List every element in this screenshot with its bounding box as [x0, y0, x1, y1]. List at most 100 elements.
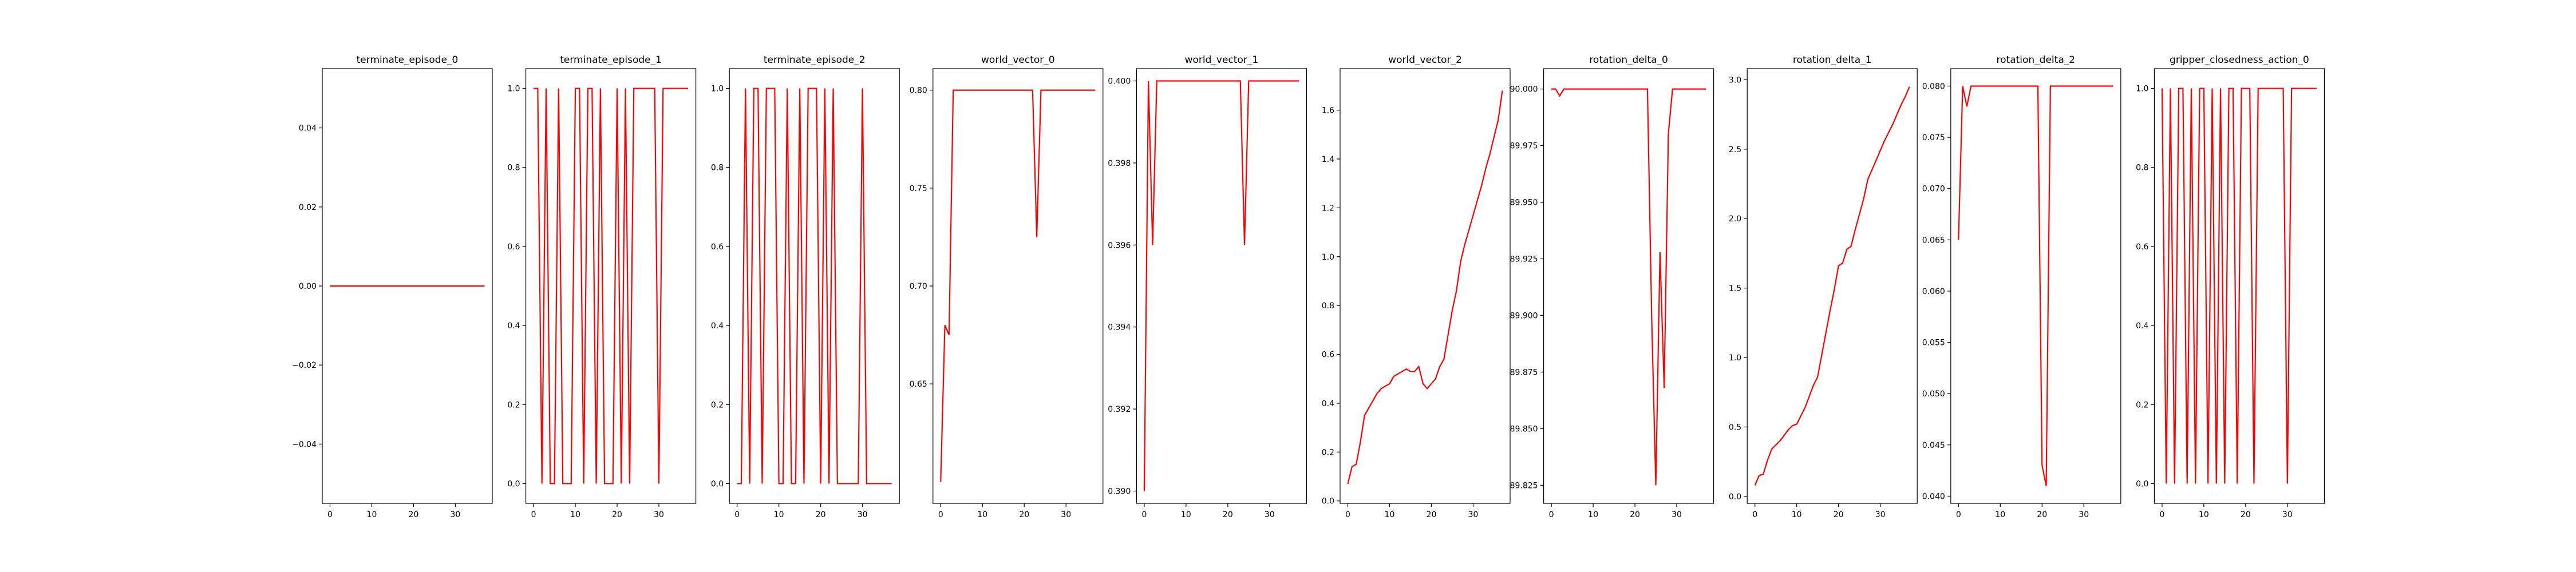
x-tick-label: 10	[367, 510, 377, 519]
x-tick-label: 0	[734, 510, 740, 519]
y-tick-label: 89.925	[1510, 255, 1538, 264]
subplot-title: rotation_delta_0	[1589, 54, 1668, 66]
x-tick-label: 20	[2241, 510, 2251, 519]
axes-frame	[1136, 68, 1307, 504]
x-tick-label: 30	[2282, 510, 2293, 519]
y-tick-label: 0.4	[711, 321, 724, 331]
y-tick-label: 0.80	[910, 86, 927, 96]
axes-frame	[933, 68, 1104, 504]
series-line	[1347, 90, 1503, 484]
x-tick-label: 20	[1834, 510, 1844, 519]
x-tick-label: 0	[2159, 510, 2164, 519]
y-tick-label: 0.4	[2136, 321, 2148, 331]
x-tick-label: 30	[1265, 510, 1275, 519]
y-tick-label: 1.6	[1322, 106, 1334, 116]
subplot-title: terminate_episode_2	[764, 54, 866, 66]
y-tick-label: 1.2	[1322, 204, 1334, 213]
x-tick-label: 10	[570, 510, 580, 519]
axes-frame	[1340, 68, 1511, 504]
x-tick-label: 30	[858, 510, 868, 519]
x-tick-label: 30	[451, 510, 461, 519]
y-tick-label: 0.2	[1322, 448, 1334, 457]
x-tick-label: 0	[938, 510, 943, 519]
x-tick-label: 20	[612, 510, 622, 519]
y-tick-label: 0.396	[1108, 241, 1131, 250]
x-tick-label: 30	[1672, 510, 1682, 519]
subplot-terminate_episode_2: terminate_episode_2 0 10 20 30 0.0 0.2 0.4 0.6 0.…	[711, 54, 900, 519]
axes-frame	[322, 68, 493, 504]
subplot-world_vector_2: world_vector_2 0 10 20 30 0.0 0.2 0.4 0.6 0.8 1.0 1…	[1322, 54, 1511, 519]
subplot-title: rotation_delta_1	[1793, 54, 1872, 66]
x-tick-label: 0	[1752, 510, 1757, 519]
y-tick-label: 1.0	[1729, 353, 1741, 363]
y-tick-label: 0.70	[910, 282, 927, 291]
x-tick-label: 0	[327, 510, 333, 519]
x-tick-label: 20	[409, 510, 419, 519]
y-tick-label: 0.4	[1322, 399, 1334, 408]
series-line	[940, 89, 1096, 482]
y-tick-label: −0.04	[292, 440, 317, 449]
subplot-rotation_delta_0: rotation_delta_0 0 10 20 30 89.825 89.850 89.87…	[1510, 54, 1714, 519]
x-tick-label: 0	[1141, 510, 1147, 519]
y-tick-label: 89.825	[1510, 481, 1538, 490]
y-tick-label: 0.8	[1322, 301, 1334, 311]
subplot-title: world_vector_0	[981, 54, 1055, 66]
x-tick-label: 30	[654, 510, 664, 519]
y-tick-label: −0.02	[292, 361, 317, 370]
x-tick-label: 10	[1995, 510, 2005, 519]
subplot-rotation_delta_1: rotation_delta_1 0 10 20 30 0.0 0.5 1.0 1.5 2.0 2.…	[1729, 54, 1918, 519]
y-tick-label: 0.5	[1729, 423, 1741, 432]
y-tick-label: 0.0	[1322, 497, 1334, 506]
y-tick-label: 0.00	[299, 282, 317, 291]
y-tick-label: 0.8	[2136, 164, 2148, 173]
series-line	[2161, 88, 2317, 484]
x-tick-label: 10	[977, 510, 987, 519]
y-tick-label: 0.040	[1922, 492, 1945, 501]
y-tick-label: 89.900	[1510, 311, 1538, 320]
x-tick-label: 20	[816, 510, 826, 519]
y-tick-label: 1.5	[1729, 284, 1741, 293]
y-tick-label: 0.055	[1922, 339, 1945, 348]
subplot-title: rotation_delta_2	[1997, 54, 2076, 66]
x-tick-label: 30	[1875, 510, 1886, 519]
y-tick-label: 1.0	[1322, 253, 1334, 262]
y-tick-label: 89.975	[1510, 142, 1538, 151]
subplot-gripper_closedness_action_0: gripper_closedness_action_0 0 10 20 30 0.0 0.2…	[2136, 54, 2325, 519]
axes-frame	[1747, 68, 1918, 504]
subplot-title: terminate_episode_0	[357, 54, 459, 66]
y-tick-label: 0.045	[1922, 441, 1945, 450]
y-tick-label: 2.0	[1729, 214, 1741, 224]
subplot-world_vector_0: world_vector_0 0 10 20 30 0.65 0.70 0.75 0.80	[910, 54, 1104, 519]
y-tick-label: 0.070	[1922, 185, 1945, 194]
y-tick-label: 1.4	[1322, 155, 1334, 164]
x-tick-label: 20	[1223, 510, 1233, 519]
series-line	[1551, 88, 1706, 486]
series-line	[1958, 85, 2113, 486]
y-tick-label: 0.65	[910, 380, 927, 389]
y-tick-label: 0.8	[711, 164, 724, 173]
y-tick-label: 0.75	[910, 184, 927, 193]
x-tick-label: 30	[2079, 510, 2089, 519]
y-tick-label: 90.000	[1510, 85, 1538, 94]
x-tick-label: 20	[1630, 510, 1640, 519]
subplot-terminate_episode_0: terminate_episode_0 0 10 20 30 −0.04 −0.02 0.00…	[292, 54, 493, 519]
y-tick-label: 0.6	[2136, 243, 2148, 252]
y-tick-label: 0.6	[507, 243, 520, 252]
x-tick-label: 0	[1956, 510, 1961, 519]
y-tick-label: 0.4	[507, 321, 520, 331]
x-tick-label: 20	[1427, 510, 1437, 519]
x-tick-label: 10	[1385, 510, 1395, 519]
x-tick-label: 20	[1019, 510, 1029, 519]
x-tick-label: 10	[1792, 510, 1802, 519]
axes-frame	[525, 68, 697, 504]
y-tick-label: 0.050	[1922, 390, 1945, 399]
axes-frame	[2154, 68, 2325, 504]
y-tick-label: 0.8	[507, 164, 520, 173]
x-tick-label: 0	[1345, 510, 1350, 519]
y-tick-label: 89.950	[1510, 198, 1538, 208]
x-tick-label: 0	[531, 510, 536, 519]
y-tick-label: 0.060	[1922, 287, 1945, 296]
y-tick-label: 0.394	[1108, 323, 1131, 332]
x-tick-label: 20	[2037, 510, 2047, 519]
subplot-terminate_episode_1: terminate_episode_1 0 10 20 30 0.0 0.2 0.4 0.6 0.…	[507, 54, 697, 519]
